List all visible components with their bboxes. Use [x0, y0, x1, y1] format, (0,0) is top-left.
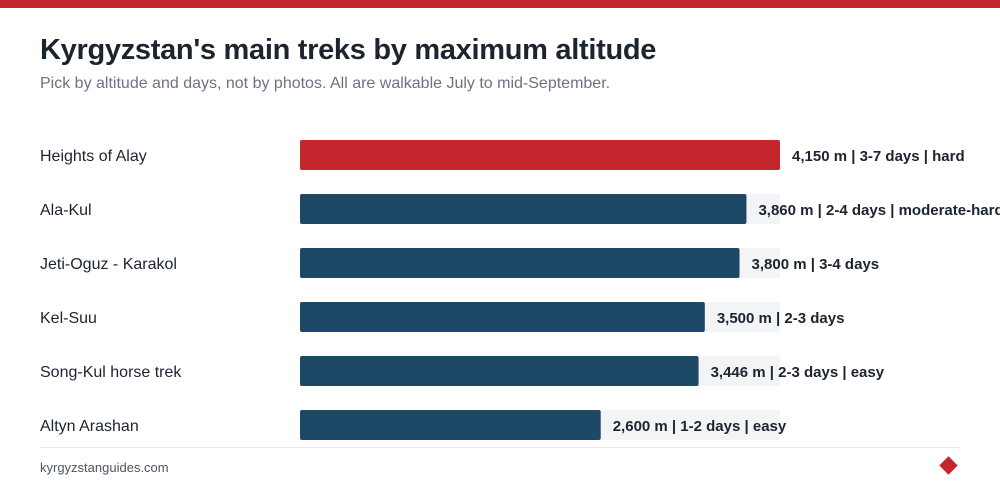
footer-source: kyrgyzstanguides.com	[40, 460, 169, 475]
data-label: 4,150 m | 3-7 days | hard	[792, 148, 965, 165]
category-label: Kel-Suu	[40, 310, 97, 327]
bar	[300, 356, 699, 386]
chart-subtitle: Pick by altitude and days, not by photos…	[40, 75, 611, 92]
data-label: 2,600 m | 1-2 days | easy	[613, 418, 787, 435]
data-label: 3,446 m | 2-3 days | easy	[711, 364, 885, 381]
category-label: Jeti-Oguz - Karakol	[40, 256, 177, 273]
bar	[300, 194, 747, 224]
category-label: Song-Kul horse trek	[40, 364, 182, 381]
data-label: 3,860 m | 2-4 days | moderate-hard	[758, 202, 1000, 219]
chart-title: Kyrgyzstan's main treks by maximum altit…	[40, 34, 657, 66]
bar	[300, 410, 601, 440]
category-label: Altyn Arashan	[40, 418, 139, 435]
footer-divider	[40, 447, 960, 448]
top-accent-bar	[0, 0, 1000, 8]
bar	[300, 140, 780, 170]
category-label: Ala-Kul	[40, 202, 92, 219]
data-label: 3,800 m | 3-4 days	[752, 256, 880, 273]
data-label: 3,500 m | 2-3 days	[717, 310, 845, 327]
bar	[300, 248, 740, 278]
bar	[300, 302, 705, 332]
category-label: Heights of Alay	[40, 148, 147, 165]
